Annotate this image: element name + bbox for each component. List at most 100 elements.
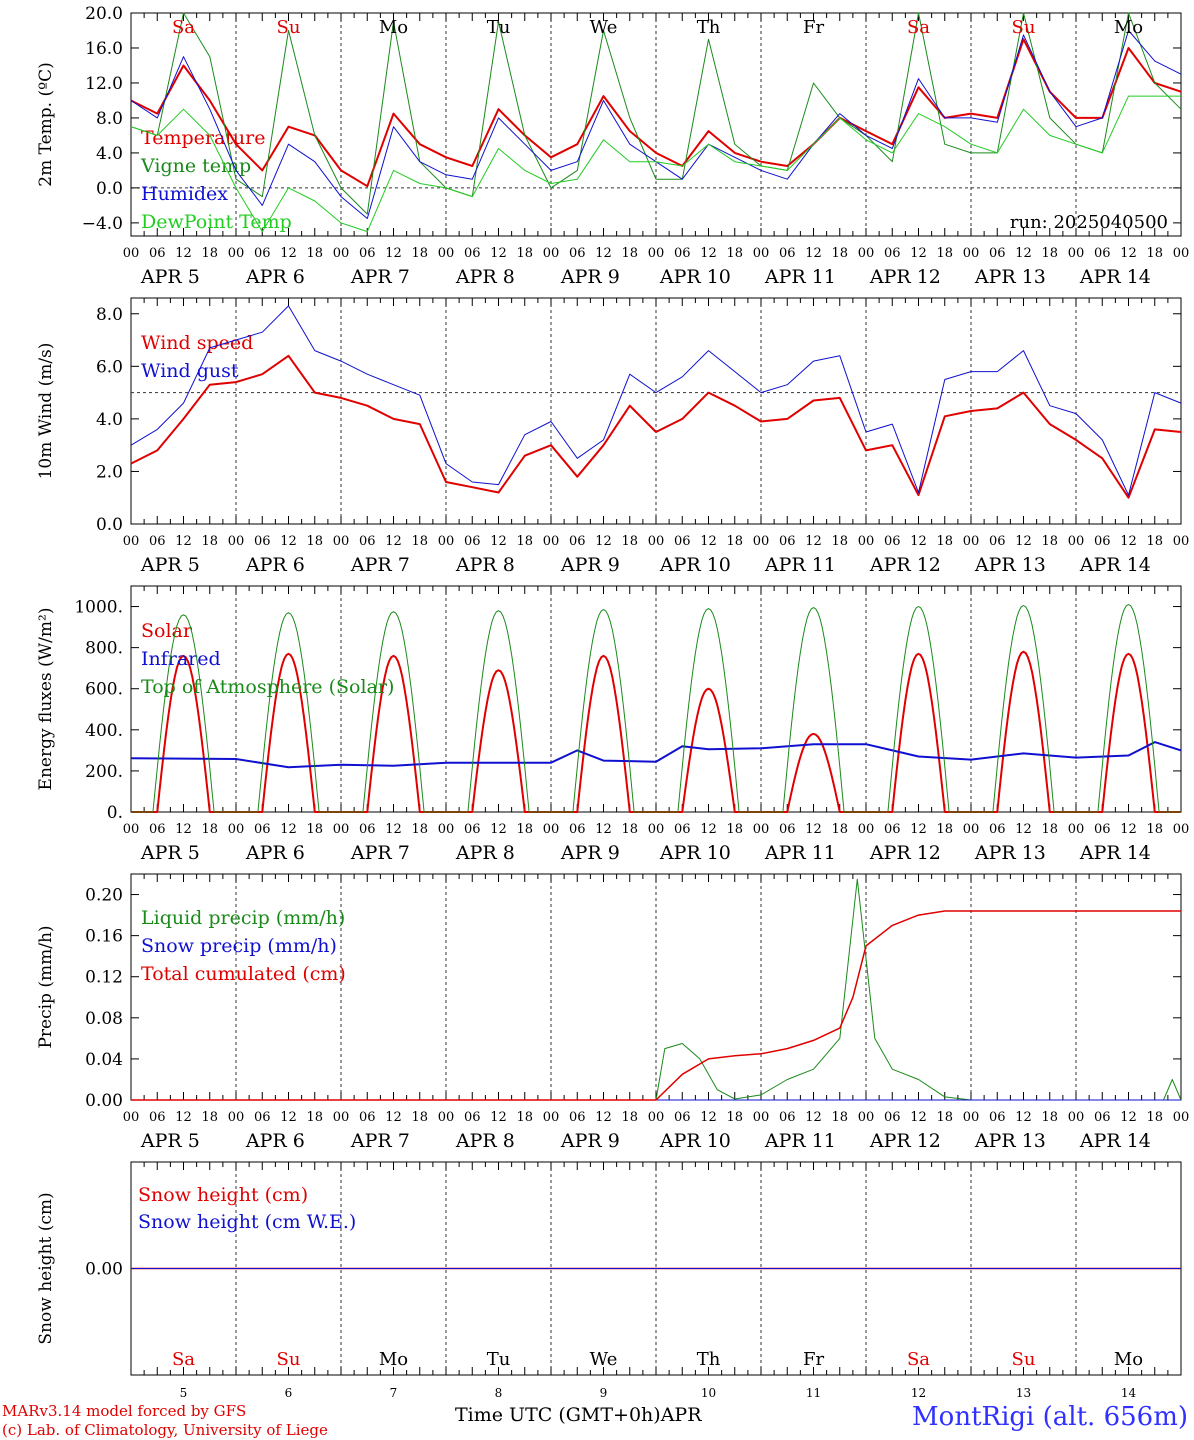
hour-tick-label: 18	[726, 1110, 743, 1125]
hour-tick-label: 00	[123, 246, 140, 261]
hour-tick-label: 06	[569, 822, 586, 837]
hour-tick-label: 18	[1146, 822, 1163, 837]
bottom-day-number: 5	[180, 1386, 188, 1400]
y-axis-label: Precip (mm/h)	[36, 925, 56, 1048]
y-tick-label: 0.00	[85, 1260, 123, 1280]
weekday-label: Tu	[487, 17, 511, 38]
day-label: APR 12	[869, 1130, 941, 1152]
hour-tick-label: 06	[779, 534, 796, 549]
hour-tick-label: 06	[779, 246, 796, 261]
panel-wind: 0.0 2.0 4.0 6.0 8.0 10m Wind (m/s) Wind speed W…	[36, 297, 1189, 576]
hour-tick-label: 12	[805, 534, 822, 549]
hour-tick-label: 18	[411, 1110, 428, 1125]
day-label: APR 7	[350, 842, 410, 864]
hour-tick-label: 12	[1120, 246, 1137, 261]
y-axis-label: Snow height (cm)	[36, 1192, 56, 1344]
hour-tick-label: 06	[464, 822, 481, 837]
y-tick-label: 20.0	[85, 4, 123, 24]
hour-tick-label: 12	[910, 534, 927, 549]
weekday-label: Fr	[803, 17, 824, 38]
hour-tick-label: 12	[385, 1110, 402, 1125]
hour-tick-label: 06	[779, 1110, 796, 1125]
hour-tick-label: 06	[569, 534, 586, 549]
hour-tick-label: 12	[595, 1110, 612, 1125]
hour-tick-label: 00	[333, 822, 350, 837]
weekday-label: Mo	[379, 1349, 408, 1370]
weekday-label: Su	[277, 1349, 301, 1370]
hour-tick-label: 06	[674, 246, 691, 261]
hour-tick-label: 00	[1068, 1110, 1085, 1125]
weekday-label: Sa	[172, 17, 195, 38]
legend-entry: Wind gust	[141, 360, 239, 382]
hour-tick-label: 18	[1041, 1110, 1058, 1125]
day-label: APR 11	[764, 266, 836, 288]
day-label: APR 14	[1079, 1130, 1151, 1152]
hour-tick-label: 18	[831, 246, 848, 261]
day-label: APR 5	[140, 266, 200, 288]
bottom-day-number: 7	[390, 1386, 398, 1400]
bottom-day-number: 12	[911, 1386, 926, 1400]
legend-entry: Solar	[141, 620, 193, 642]
hour-tick-label: 12	[175, 534, 192, 549]
weekday-label: We	[590, 17, 618, 38]
station-name: MontRigi (alt. 656m)	[912, 1402, 1188, 1432]
hour-tick-label: 00	[1068, 534, 1085, 549]
hour-tick-label: 12	[175, 822, 192, 837]
hour-tick-label: 06	[359, 246, 376, 261]
day-label: APR 14	[1079, 842, 1151, 864]
day-label: APR 5	[140, 842, 200, 864]
hour-tick-label: 18	[306, 1110, 323, 1125]
y-tick-label: 12.0	[85, 74, 123, 94]
day-label: APR 8	[455, 266, 515, 288]
hour-tick-label: 06	[254, 822, 271, 837]
hour-tick-label: 06	[674, 1110, 691, 1125]
hour-tick-label: 18	[1041, 822, 1058, 837]
day-label: APR 6	[245, 266, 305, 288]
y-tick-label: 16.0	[85, 39, 123, 59]
hour-tick-label: 12	[280, 822, 297, 837]
day-label: APR 8	[455, 1130, 515, 1152]
legend-entry: DewPoint Temp	[141, 211, 292, 233]
day-label: APR 8	[455, 842, 515, 864]
y-tick-label: −4.0	[82, 214, 123, 234]
hour-tick-label: 06	[254, 246, 271, 261]
hour-tick-label: 06	[989, 822, 1006, 837]
hour-tick-label: 18	[936, 534, 953, 549]
bottom-day-number: 9	[600, 1386, 608, 1400]
y-tick-label: 0.0	[96, 179, 123, 199]
hour-tick-label: 06	[884, 822, 901, 837]
day-label: APR 6	[245, 554, 305, 576]
day-label: APR 12	[869, 554, 941, 576]
hour-tick-label: 06	[359, 534, 376, 549]
hour-tick-label: 00	[648, 1110, 665, 1125]
run-label: run: 2025040500	[1010, 212, 1168, 233]
day-label: APR 11	[764, 554, 836, 576]
weekday-label: Sa	[907, 17, 930, 38]
hour-tick-label: 12	[910, 246, 927, 261]
hour-tick-label: 18	[516, 246, 533, 261]
hour-tick-label: 12	[1120, 822, 1137, 837]
weekday-label: Su	[1012, 17, 1036, 38]
series-line-precip-2	[131, 910, 1181, 1101]
hour-tick-label: 12	[805, 246, 822, 261]
hour-tick-label: 18	[831, 534, 848, 549]
series-line-temp-1	[130, 12, 1182, 215]
day-label: APR 9	[560, 1130, 620, 1152]
day-label: APR 7	[350, 266, 410, 288]
day-label: APR 10	[659, 842, 731, 864]
hour-tick-label: 00	[438, 822, 455, 837]
credit-line-2: (c) Lab. of Climatology, University of L…	[2, 1421, 328, 1439]
hour-tick-label: 12	[385, 534, 402, 549]
hour-tick-label: 18	[831, 822, 848, 837]
weekday-label: Th	[697, 17, 721, 38]
hour-tick-label: 06	[149, 1110, 166, 1125]
panel-temp: −4.0 0.0 4.0 8.0 12.0 16.0 20.0 2m Temp. (ºC) Te…	[36, 4, 1189, 288]
hour-tick-label: 00	[1173, 822, 1190, 837]
hour-tick-label: 06	[1094, 822, 1111, 837]
hour-tick-label: 00	[123, 822, 140, 837]
hour-tick-label: 12	[490, 822, 507, 837]
hour-tick-label: 06	[674, 822, 691, 837]
hour-tick-label: 06	[149, 534, 166, 549]
hour-tick-label: 18	[516, 534, 533, 549]
x-axis-month: APR	[660, 1404, 702, 1426]
